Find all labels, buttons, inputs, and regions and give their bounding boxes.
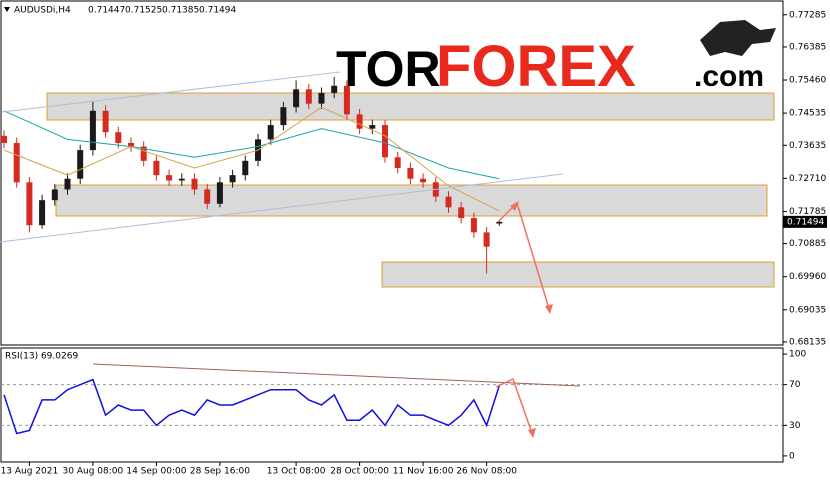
x-tick-label: 26 Nov 08:00 (456, 467, 517, 477)
trend-line (0, 173, 564, 243)
candle-body (229, 175, 236, 183)
candle-body (470, 218, 477, 233)
candle-body (115, 132, 122, 143)
ohlc-open: 0.71447 (88, 6, 125, 16)
x-tick-label: 13 Aug 2021 (1, 467, 59, 477)
candle-body (178, 178, 185, 181)
moving-average (3, 106, 500, 212)
rsi-title: RSI(13) 69.0269 (5, 352, 78, 362)
candle-body (89, 110, 96, 151)
candle-body (153, 160, 160, 176)
rsi-panel (0, 347, 784, 463)
y-tick-label: 0.73635 (789, 141, 826, 151)
rsi-arrow (495, 377, 534, 437)
y-tick-label: 0.77285 (789, 10, 826, 20)
x-tick-label: 13 Oct 08:00 (267, 467, 326, 477)
candle-body (216, 182, 223, 204)
candle-body (204, 189, 211, 204)
y-tick-label: 0.69960 (789, 272, 826, 282)
logo-com: .com (694, 60, 764, 93)
zones (46, 92, 775, 288)
logo-tor: TOR (336, 41, 441, 97)
ohlc-low: 0.71385 (162, 6, 199, 16)
logo-bull (700, 20, 776, 56)
candle-body (305, 89, 312, 104)
y-tick-label: 0.71785 (789, 207, 826, 217)
candle-body (331, 85, 338, 93)
candle-body (166, 175, 173, 181)
x-tick-label: 11 Nov 16:00 (393, 467, 454, 477)
price-panel (0, 0, 784, 346)
y-tick-label: 0.74535 (789, 109, 826, 119)
candle-body (191, 178, 198, 190)
arrow-head (528, 428, 536, 438)
moving-average (3, 110, 500, 180)
candle-body (293, 89, 300, 108)
candle-body (407, 167, 414, 179)
rsi-line (3, 378, 501, 435)
candle-body (343, 85, 350, 115)
candle-body (382, 125, 388, 158)
candle-body (13, 142, 20, 183)
x-tick-label: 28 Oct 00:00 (330, 467, 389, 477)
zone (55, 184, 768, 217)
x-tick-label: 14 Sep 00:00 (126, 467, 186, 477)
rsi-y-tick-label: 70 (789, 380, 801, 390)
candle-body (458, 207, 465, 219)
y-tick-label: 0.68135 (789, 337, 826, 347)
candle-body (140, 146, 147, 161)
candle-body (369, 125, 376, 129)
candle-body (267, 125, 274, 140)
logo: TOR FOREX .com (336, 20, 776, 99)
zone (46, 92, 775, 121)
x-tick-label: 30 Aug 08:00 (63, 467, 124, 477)
y-tick-label: 0.70885 (789, 239, 826, 249)
price-tag (783, 215, 827, 228)
y-tick-label: 0.72710 (789, 174, 826, 184)
arrow-head (510, 201, 519, 211)
candle-body (64, 178, 71, 190)
logo-forex: FOREX (436, 34, 636, 99)
candle-body (102, 110, 109, 133)
candle-body (496, 221, 503, 224)
header-arrow (4, 7, 10, 12)
candle-body (128, 142, 134, 147)
zone (381, 261, 775, 288)
candle-body (483, 232, 490, 247)
candle-body (394, 157, 401, 168)
drawings (0, 71, 581, 438)
candle-body (1, 135, 7, 143)
candle-body (242, 160, 249, 176)
ohlc-high: 0.71525 (125, 6, 162, 16)
trend-line (1, 71, 341, 113)
rsi-y-tick-label: 30 (789, 421, 801, 431)
candle-body (420, 178, 427, 183)
candle-body (318, 92, 325, 104)
candle-body (445, 196, 452, 208)
y-tick-label: 0.69035 (789, 305, 826, 315)
header: AUDUSDi,H4 0.71447 0.71525 0.71385 0.714… (4, 6, 236, 362)
rsi-trend-line (92, 363, 581, 387)
candle-body (26, 182, 33, 226)
arrow-head (545, 304, 553, 314)
candle-body (280, 107, 287, 126)
symbol: AUDUSDi,H4 (14, 6, 71, 16)
y-tick-label: 0.76385 (789, 42, 826, 52)
candle-body (77, 150, 84, 179)
candle-body (356, 114, 363, 129)
price-tag-label: 0.71494 (787, 217, 824, 227)
rsi-y-tick-label: 0 (789, 451, 795, 461)
x-tick-label: 28 Sep 16:00 (190, 467, 250, 477)
candle-body (39, 200, 46, 226)
rsi-y-tick-label: 100 (789, 350, 806, 360)
y-tick-label: 0.75460 (789, 76, 826, 86)
ohlc-close: 0.71494 (199, 6, 236, 16)
candle-body (51, 189, 58, 201)
